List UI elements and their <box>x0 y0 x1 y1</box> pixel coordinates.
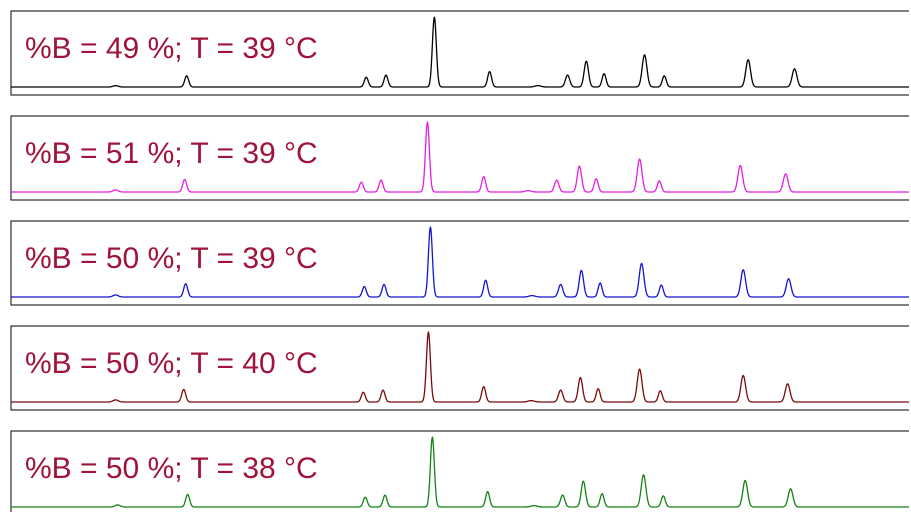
panel-label: %B = 49 %; T = 39 °C <box>25 32 318 65</box>
panel-label: %B = 50 %; T = 40 °C <box>25 347 318 380</box>
panel-frame <box>10 115 909 201</box>
panel-frame <box>10 325 909 411</box>
panel-4: %B = 50 %; T = 40 °C <box>10 325 910 411</box>
panel-label: %B = 50 %; T = 38 °C <box>25 452 318 485</box>
chromatogram-trace <box>10 436 910 508</box>
chromatogram-trace <box>10 331 910 403</box>
chromatogram-trace <box>10 121 910 193</box>
panel-frame <box>10 10 909 96</box>
panel-frame <box>10 430 909 512</box>
chromatogram-trace <box>10 226 910 298</box>
panel-label: %B = 50 %; T = 39 °C <box>25 242 318 275</box>
panel-3: %B = 50 %; T = 39 °C <box>10 220 910 306</box>
panel-2: %B = 51 %; T = 39 °C <box>10 115 910 201</box>
panel-5: %B = 50 %; T = 38 °C <box>10 430 910 512</box>
chromatogram-trace <box>10 16 910 88</box>
panel-frame <box>10 220 909 306</box>
panel-label: %B = 51 %; T = 39 °C <box>25 137 318 170</box>
panel-1: %B = 49 %; T = 39 °C <box>10 10 910 96</box>
